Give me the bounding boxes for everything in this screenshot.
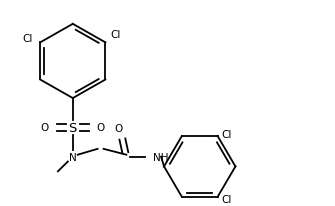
Text: O: O: [41, 123, 49, 133]
Text: O: O: [96, 123, 105, 133]
Text: N: N: [69, 152, 77, 162]
Text: Cl: Cl: [221, 129, 232, 139]
Text: O: O: [114, 124, 123, 133]
Text: Cl: Cl: [23, 33, 33, 43]
Text: Cl: Cl: [221, 194, 232, 204]
Text: NH: NH: [153, 152, 169, 162]
Text: Cl: Cl: [111, 30, 121, 40]
Text: S: S: [69, 121, 77, 134]
